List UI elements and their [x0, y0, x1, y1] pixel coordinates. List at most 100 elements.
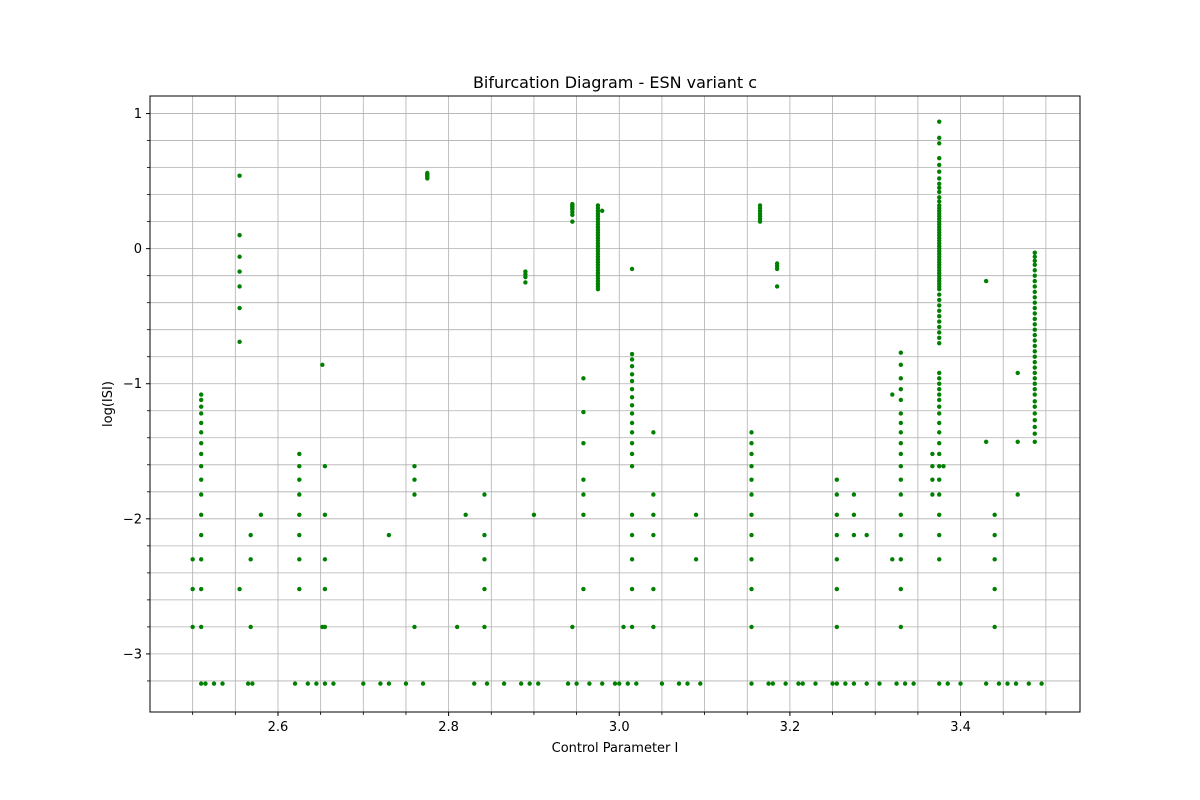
data-point — [651, 492, 656, 497]
data-point — [1032, 295, 1037, 300]
data-point — [297, 532, 302, 538]
data-point — [937, 119, 942, 124]
data-point — [386, 532, 392, 538]
data-point — [937, 532, 942, 538]
data-point — [531, 512, 537, 517]
data-point — [237, 232, 242, 238]
data-point — [237, 269, 242, 274]
data-point — [930, 463, 935, 469]
data-point — [834, 624, 840, 630]
data-point — [629, 403, 635, 408]
data-point — [198, 492, 204, 497]
data-point — [774, 284, 780, 289]
data-point — [198, 477, 204, 482]
data-point — [621, 624, 626, 630]
data-point — [1032, 424, 1037, 430]
data-point — [749, 624, 754, 630]
data-point — [248, 557, 253, 562]
data-point — [894, 681, 899, 686]
data-point — [749, 681, 754, 686]
data-point — [898, 451, 904, 457]
axis-ticks: 2.6 2.8 3.0 3.2 3.4 −3 −2 −1 0 1 — [123, 107, 1047, 735]
data-point — [570, 624, 575, 630]
data-point — [629, 351, 635, 357]
data-point — [629, 363, 635, 369]
data-point — [796, 681, 801, 686]
data-point — [1032, 289, 1037, 295]
data-point — [297, 477, 302, 482]
data-point — [937, 286, 942, 292]
x-tick-label: 3.0 — [609, 720, 630, 735]
data-point — [937, 292, 942, 297]
data-point — [937, 430, 942, 435]
scatter-points — [190, 119, 1044, 686]
data-point — [898, 440, 904, 446]
data-point — [322, 586, 328, 592]
data-point — [581, 512, 586, 517]
data-point — [937, 155, 942, 161]
data-point — [898, 492, 904, 497]
data-point — [629, 266, 635, 272]
data-point — [1032, 411, 1037, 416]
data-point — [749, 477, 754, 482]
data-point — [992, 586, 997, 592]
data-point — [877, 681, 882, 686]
x-tick-label: 3.4 — [950, 720, 971, 735]
data-point — [937, 313, 942, 319]
data-point — [420, 681, 426, 686]
data-point — [834, 532, 840, 538]
data-point — [378, 681, 383, 686]
data-point — [629, 372, 635, 377]
data-point — [1032, 359, 1037, 365]
data-point — [190, 624, 195, 630]
data-point — [813, 681, 818, 686]
data-point — [1032, 273, 1037, 278]
data-point — [898, 411, 904, 416]
data-point — [245, 681, 251, 686]
data-point — [992, 624, 997, 630]
data-point — [937, 185, 942, 191]
data-point — [581, 440, 586, 446]
data-point — [834, 492, 840, 497]
data-point — [198, 404, 204, 409]
data-point — [992, 512, 997, 517]
grid-lines — [150, 96, 1080, 712]
data-point — [386, 681, 392, 686]
data-point — [587, 681, 592, 686]
data-point — [482, 557, 487, 562]
data-point — [634, 681, 639, 686]
data-point — [937, 162, 942, 168]
data-point — [937, 381, 942, 386]
data-point — [198, 681, 204, 686]
data-point — [958, 681, 963, 686]
data-point — [629, 411, 635, 416]
data-point — [992, 532, 997, 538]
data-point — [800, 681, 805, 686]
data-point — [237, 284, 242, 289]
data-point — [322, 463, 328, 469]
data-point — [198, 532, 204, 538]
data-point — [698, 681, 703, 686]
data-point — [1032, 354, 1037, 359]
data-point — [1032, 262, 1037, 268]
data-point — [1032, 250, 1037, 255]
data-point — [454, 624, 460, 630]
data-point — [297, 451, 302, 457]
data-point — [198, 392, 204, 397]
data-point — [412, 624, 417, 630]
data-point — [322, 557, 328, 562]
data-point — [851, 492, 857, 497]
data-point — [314, 681, 319, 686]
data-point — [937, 330, 942, 335]
data-point — [651, 532, 656, 538]
data-point — [1032, 300, 1037, 305]
data-point — [937, 135, 942, 141]
data-point — [320, 362, 325, 368]
data-point — [1032, 431, 1037, 436]
data-point — [937, 169, 942, 174]
data-point — [463, 512, 468, 517]
data-point — [937, 195, 942, 200]
data-point — [693, 512, 699, 517]
data-point — [1015, 439, 1020, 445]
data-point — [890, 392, 895, 397]
